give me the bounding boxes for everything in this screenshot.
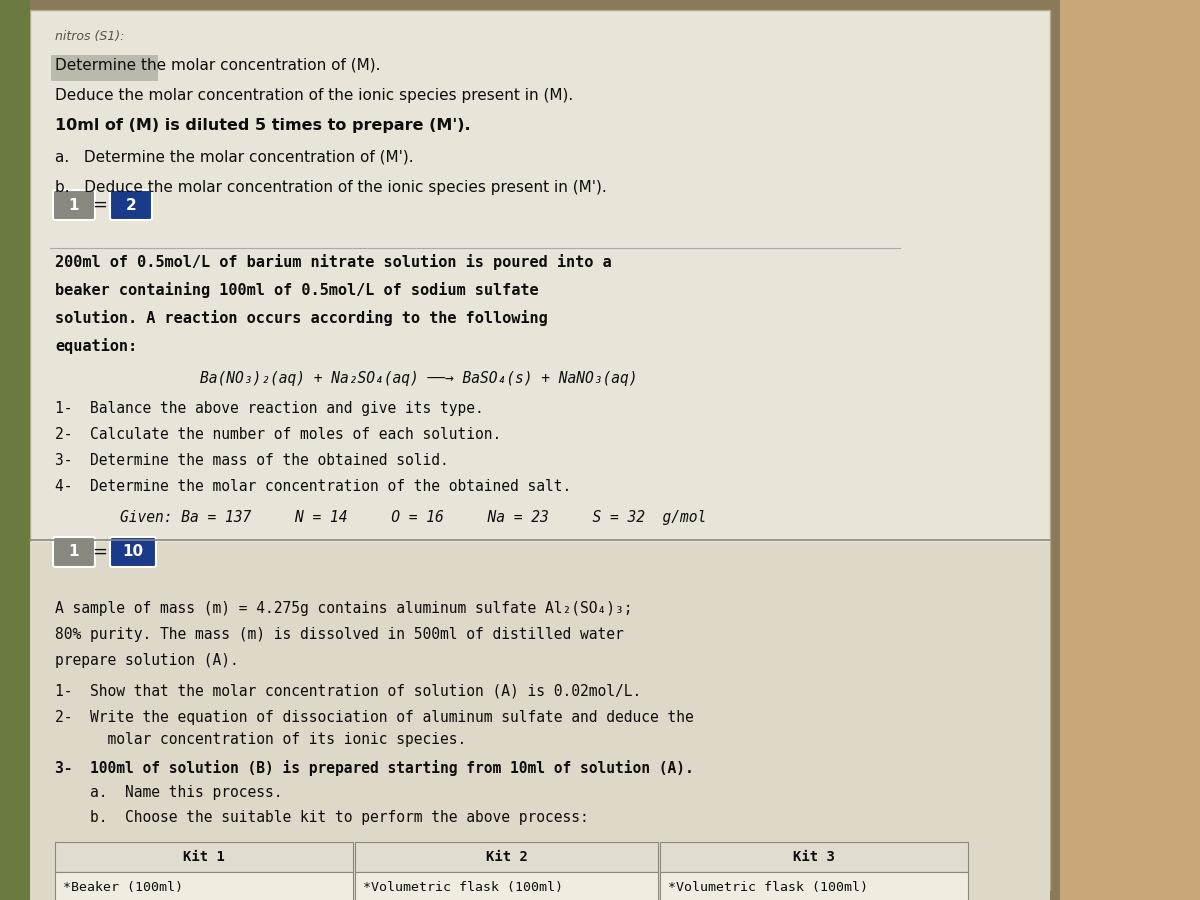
Text: a.  Name this process.: a. Name this process.	[55, 785, 282, 800]
Text: prepare solution (A).: prepare solution (A).	[55, 653, 239, 668]
Bar	[355, 842, 658, 872]
Text: 200ml of 0.5mol/L of barium nitrate solution is poured into a: 200ml of 0.5mol/L of barium nitrate solu…	[55, 254, 612, 270]
FancyBboxPatch shape	[53, 190, 95, 220]
Text: =: =	[92, 543, 108, 561]
FancyBboxPatch shape	[110, 190, 152, 220]
Text: a.   Determine the molar concentration of (M').: a. Determine the molar concentration of …	[55, 150, 414, 165]
Text: 10ml of (M) is diluted 5 times to prepare (M').: 10ml of (M) is diluted 5 times to prepar…	[55, 118, 470, 133]
Text: 3-  100ml of solution (B) is prepared starting from 10ml of solution (A).: 3- 100ml of solution (B) is prepared sta…	[55, 760, 694, 776]
Text: 2-  Write the equation of dissociation of aluminum sulfate and deduce the: 2- Write the equation of dissociation of…	[55, 710, 694, 725]
Bar	[30, 10, 1050, 890]
Text: 1-  Show that the molar concentration of solution (A) is 0.02mol/L.: 1- Show that the molar concentration of …	[55, 684, 641, 699]
Text: *Volumetric flask (100ml): *Volumetric flask (100ml)	[364, 880, 563, 894]
Text: Determine the molar concentration of (M).: Determine the molar concentration of (M)…	[55, 58, 380, 73]
Text: solution. A reaction occurs according to the following: solution. A reaction occurs according to…	[55, 310, 547, 326]
Text: b.   Deduce the molar concentration of the ionic species present in (M').: b. Deduce the molar concentration of the…	[55, 180, 607, 195]
Text: 2: 2	[126, 197, 137, 212]
Text: Kit 3: Kit 3	[793, 850, 835, 864]
Text: 10: 10	[122, 544, 144, 560]
Text: b.  Choose the suitable kit to perform the above process:: b. Choose the suitable kit to perform th…	[55, 810, 589, 825]
Text: *Volumetric flask (100ml): *Volumetric flask (100ml)	[668, 880, 868, 894]
Bar	[30, 542, 1050, 900]
Text: 1: 1	[68, 544, 79, 560]
Text: Deduce the molar concentration of the ionic species present in (M).: Deduce the molar concentration of the io…	[55, 88, 574, 103]
Text: 1: 1	[68, 197, 79, 212]
Bar	[355, 872, 658, 900]
Text: 1-  Balance the above reaction and give its type.: 1- Balance the above reaction and give i…	[55, 401, 484, 416]
Text: 80% purity. The mass (m) is dissolved in 500ml of distilled water: 80% purity. The mass (m) is dissolved in…	[55, 627, 624, 642]
FancyBboxPatch shape	[53, 537, 95, 567]
Text: Given: Ba = 137     N = 14     O = 16     Na = 23     S = 32  g/mol: Given: Ba = 137 N = 14 O = 16 Na = 23 S …	[120, 510, 707, 525]
Bar	[660, 842, 968, 872]
Bar	[1060, 0, 1200, 900]
Text: 4-  Determine the molar concentration of the obtained salt.: 4- Determine the molar concentration of …	[55, 479, 571, 494]
Text: beaker containing 100ml of 0.5mol/L of sodium sulfate: beaker containing 100ml of 0.5mol/L of s…	[55, 282, 539, 298]
FancyBboxPatch shape	[50, 55, 158, 81]
Bar	[0, 0, 30, 900]
Bar	[660, 872, 968, 900]
Bar	[55, 842, 353, 872]
Text: *Beaker (100ml): *Beaker (100ml)	[64, 880, 182, 894]
Text: Ba(NO₃)₂(aq) + Na₂SO₄(aq) ──→ BaSO₄(s) + NaNO₃(aq): Ba(NO₃)₂(aq) + Na₂SO₄(aq) ──→ BaSO₄(s) +…	[200, 371, 637, 386]
Text: 3-  Determine the mass of the obtained solid.: 3- Determine the mass of the obtained so…	[55, 453, 449, 468]
Text: A sample of mass (m) = 4.275g contains aluminum sulfate Al₂(SO₄)₃;: A sample of mass (m) = 4.275g contains a…	[55, 601, 632, 616]
Bar	[55, 872, 353, 900]
Text: =: =	[92, 196, 108, 214]
Text: Kit 1: Kit 1	[184, 850, 224, 864]
Text: Kit 2: Kit 2	[486, 850, 528, 864]
Text: 2-  Calculate the number of moles of each solution.: 2- Calculate the number of moles of each…	[55, 427, 502, 442]
Text: molar concentration of its ionic species.: molar concentration of its ionic species…	[55, 732, 467, 747]
Text: equation:: equation:	[55, 338, 137, 354]
Text: nitros (S1):: nitros (S1):	[55, 30, 125, 43]
FancyBboxPatch shape	[110, 537, 156, 567]
